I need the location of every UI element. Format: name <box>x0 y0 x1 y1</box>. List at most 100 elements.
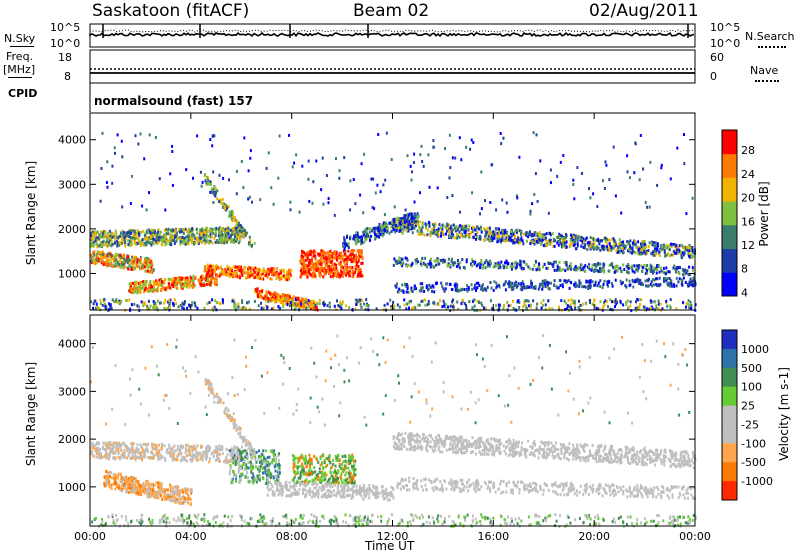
power-cell <box>458 230 461 234</box>
power-cell <box>529 212 532 216</box>
power-cell <box>638 264 640 267</box>
power-cell <box>463 224 466 228</box>
power-cell <box>342 249 345 253</box>
power-cell <box>409 223 412 227</box>
power-cell <box>360 249 363 253</box>
power-cell <box>266 275 269 279</box>
power-cell <box>232 265 235 269</box>
power-cell <box>186 282 189 286</box>
power-cell <box>691 281 694 285</box>
power-cell <box>194 241 197 245</box>
power-cell <box>373 229 376 233</box>
power-cell <box>558 305 560 309</box>
power-cell <box>565 245 568 249</box>
power-cell <box>178 281 181 285</box>
power-cell <box>484 306 487 310</box>
power-cell <box>250 243 253 247</box>
power-cell <box>429 231 432 235</box>
power-cell <box>610 237 613 241</box>
power-cell <box>121 254 124 258</box>
power-cell <box>510 239 513 243</box>
power-cell <box>529 230 531 234</box>
power-cell <box>451 194 454 197</box>
power-cell <box>288 133 290 137</box>
power-cell <box>523 260 526 264</box>
power-cell <box>217 234 220 238</box>
power-cell <box>497 303 500 307</box>
power-cell <box>242 186 245 190</box>
power-cell <box>501 235 504 239</box>
power-cell <box>236 306 238 310</box>
power-cell <box>323 256 326 260</box>
power-cell <box>547 211 550 215</box>
power-cell <box>311 300 314 303</box>
power-cell <box>418 220 421 224</box>
power-cell <box>187 277 190 281</box>
power-cell <box>205 234 208 238</box>
power-cell <box>591 280 594 284</box>
power-cell <box>255 273 258 277</box>
power-cell <box>303 272 306 276</box>
power-cell <box>585 236 588 240</box>
power-cell <box>612 145 615 149</box>
power-cell <box>200 280 203 284</box>
power-cell <box>239 226 242 230</box>
power-cell <box>94 237 97 241</box>
power-cell <box>333 304 336 308</box>
power-cell <box>466 284 469 288</box>
power-cell <box>163 306 166 310</box>
power-cell <box>148 285 150 289</box>
power-cell <box>491 163 494 167</box>
power-cell <box>313 263 316 267</box>
power-cell <box>506 210 509 214</box>
power-cell <box>470 231 473 235</box>
power-cell <box>471 287 474 291</box>
power-cell <box>629 246 632 250</box>
power-cell <box>558 268 561 272</box>
power-cell <box>118 301 121 305</box>
power-cell <box>245 231 248 235</box>
power-cell <box>634 242 637 246</box>
power-cell <box>113 146 116 150</box>
power-cell <box>215 226 218 230</box>
power-cell <box>281 295 284 299</box>
power-cell <box>115 235 117 239</box>
power-cell <box>203 239 206 243</box>
power-cell <box>105 181 108 184</box>
power-cell <box>93 250 96 254</box>
power-cell <box>145 243 148 247</box>
power-cell <box>683 162 686 166</box>
power-cell <box>557 239 560 243</box>
power-cell <box>434 222 437 226</box>
power-cell <box>287 296 290 300</box>
power-cell <box>312 275 315 278</box>
power-cell <box>443 304 446 308</box>
power-cell <box>390 229 393 233</box>
power-cell <box>596 205 599 208</box>
power-cell <box>146 304 149 308</box>
power-cell <box>690 303 693 307</box>
power-cell <box>182 302 185 306</box>
power-cell <box>180 230 183 233</box>
power-cell <box>175 302 178 306</box>
power-cell <box>385 131 388 135</box>
power-cell <box>631 264 633 268</box>
power-cell <box>142 301 145 305</box>
power-cell <box>584 285 587 289</box>
power-cell <box>220 233 223 237</box>
power-cell <box>187 240 190 244</box>
power-cell <box>574 306 577 310</box>
power-cell <box>197 239 200 242</box>
power-cell <box>588 267 591 271</box>
power-cell <box>278 276 281 280</box>
power-cell <box>405 290 408 294</box>
power-cell <box>309 250 312 254</box>
power-cell <box>325 174 328 177</box>
power-cell <box>169 287 172 290</box>
power-cell <box>134 280 137 284</box>
power-cell <box>126 234 129 238</box>
power-cell <box>464 225 467 229</box>
freq-underline <box>8 77 32 78</box>
nave-tick-high: 60 <box>710 51 724 64</box>
power-cell <box>608 242 611 246</box>
